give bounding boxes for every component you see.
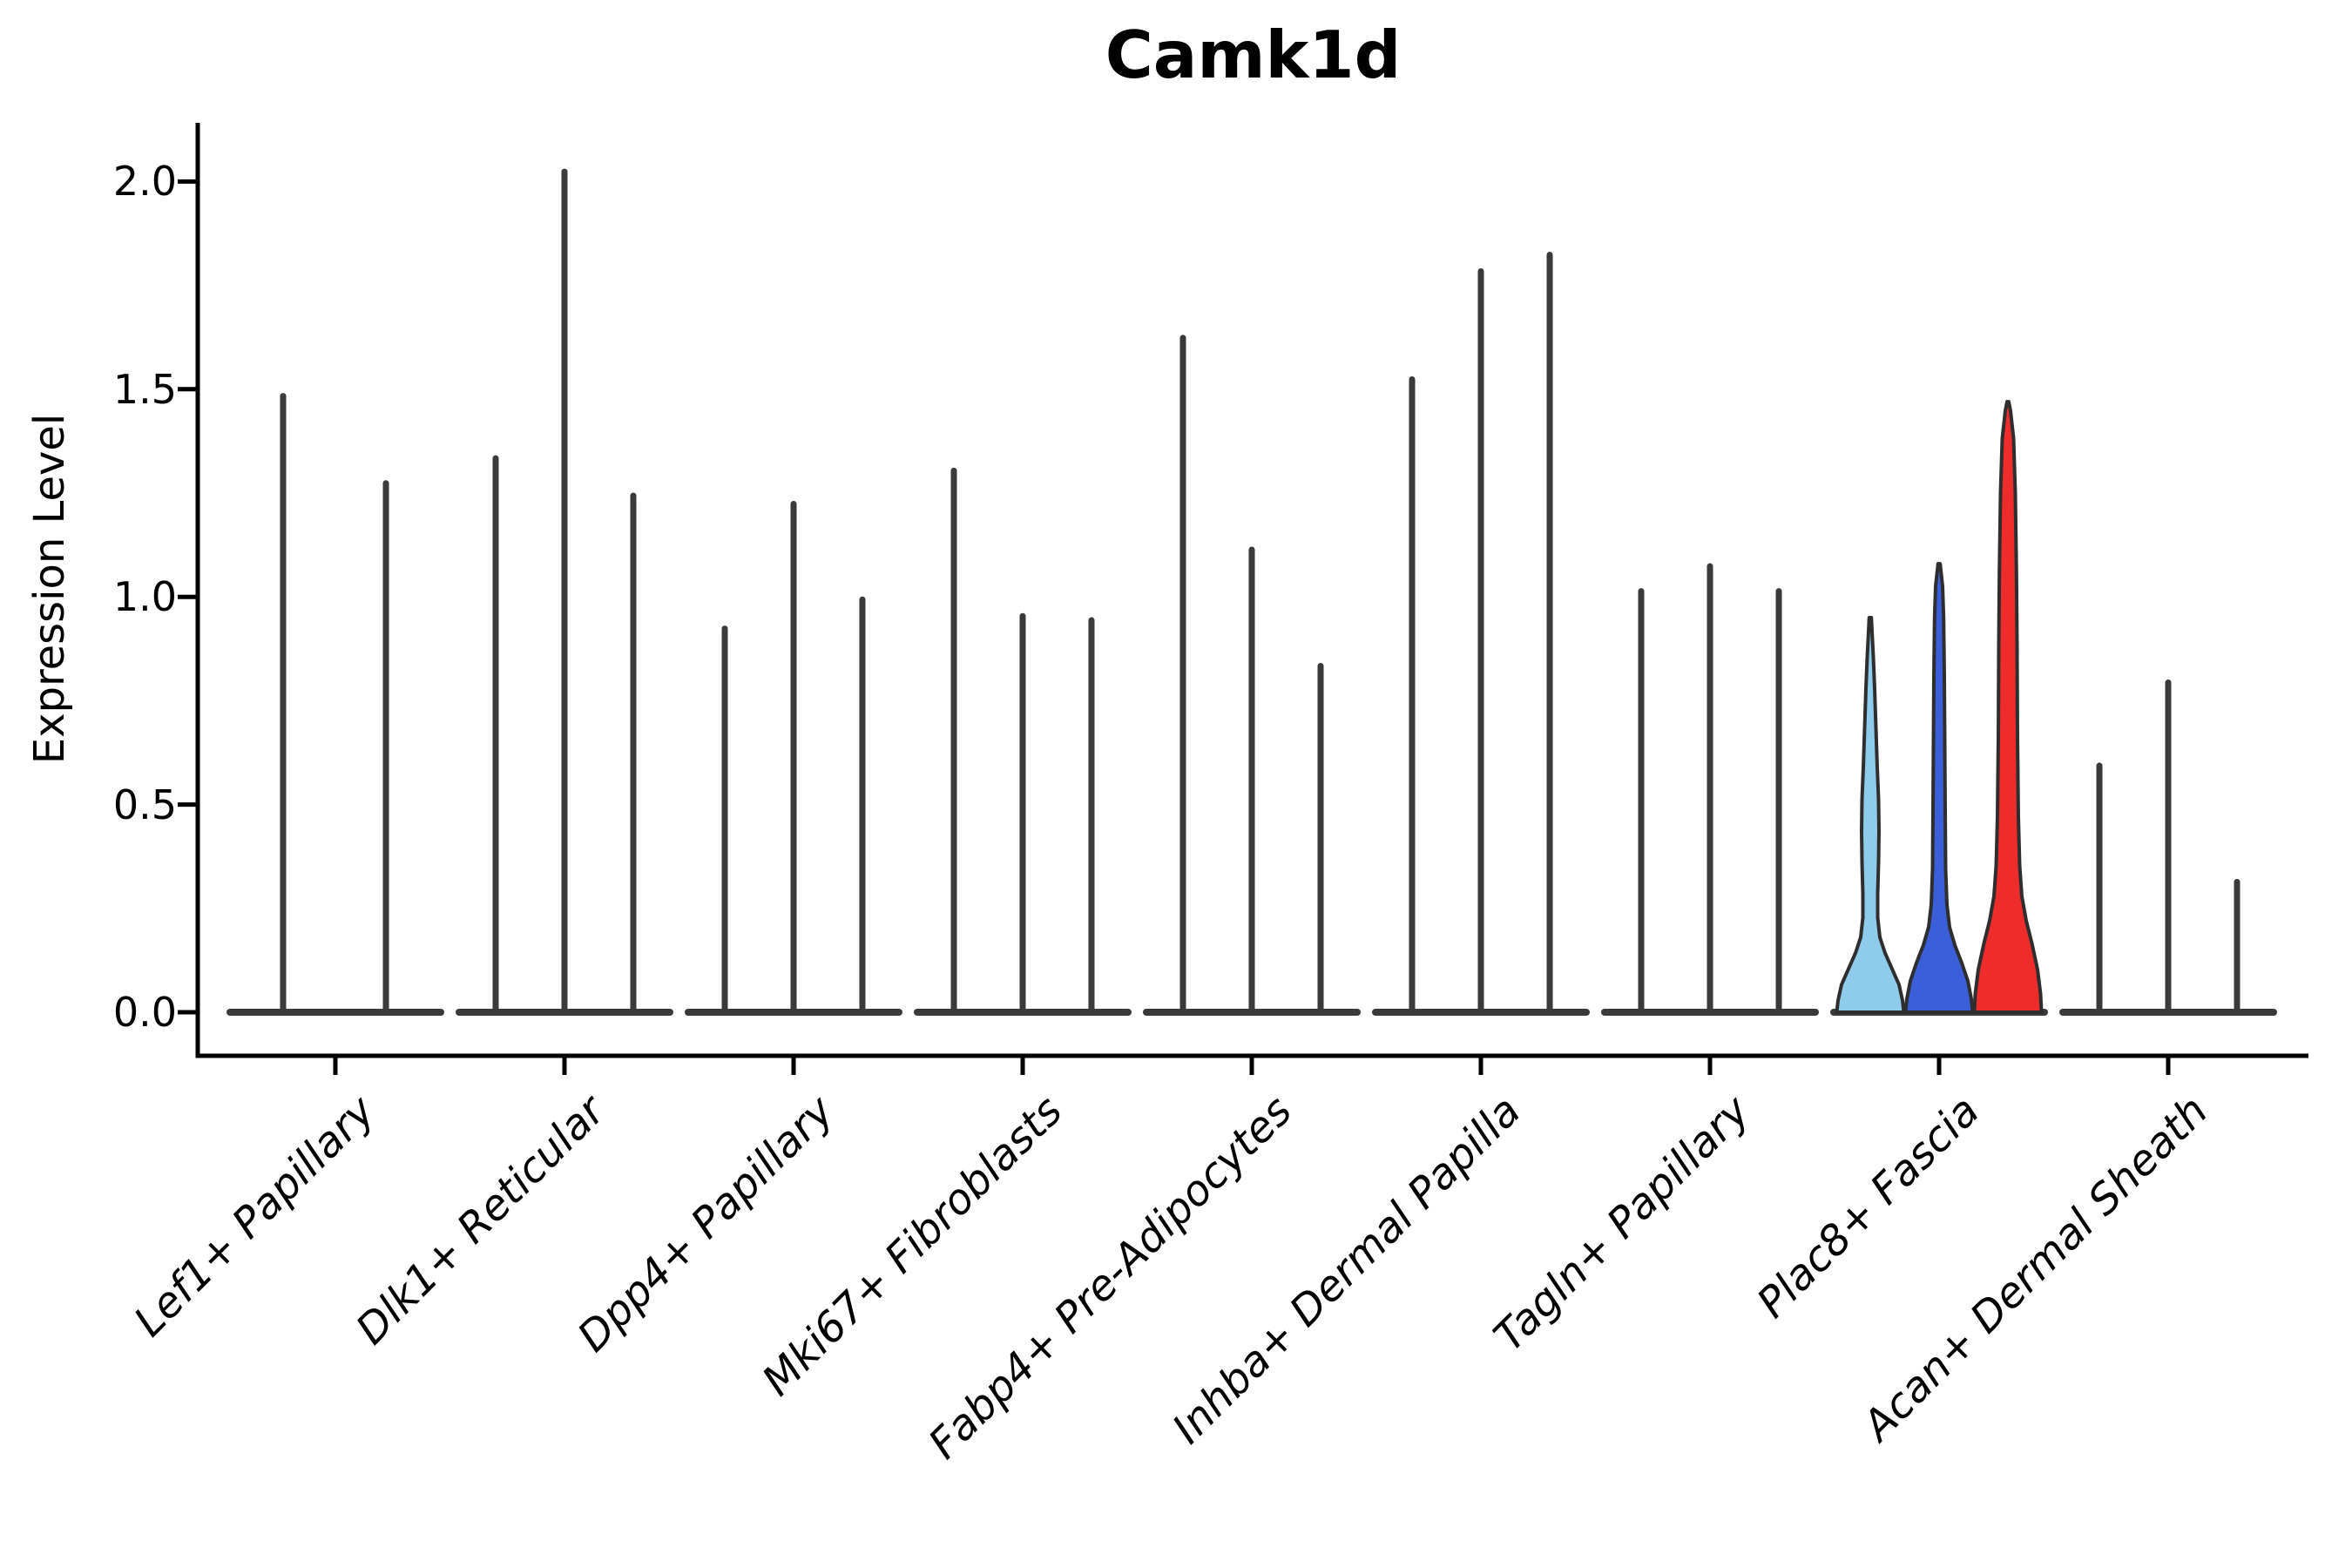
highlighted-violin xyxy=(1835,616,1906,1014)
highlighted-violin xyxy=(1903,562,1975,1014)
y-tick-label: 1.5 xyxy=(112,365,177,413)
chart-title: Camk1d xyxy=(1105,17,1402,93)
y-tick-label: 0.0 xyxy=(112,989,177,1036)
highlighted-violin xyxy=(1972,400,2044,1014)
y-tick-label: 0.5 xyxy=(112,781,177,828)
y-tick-label: 2.0 xyxy=(112,158,177,206)
y-tick-label: 1.0 xyxy=(112,573,177,621)
